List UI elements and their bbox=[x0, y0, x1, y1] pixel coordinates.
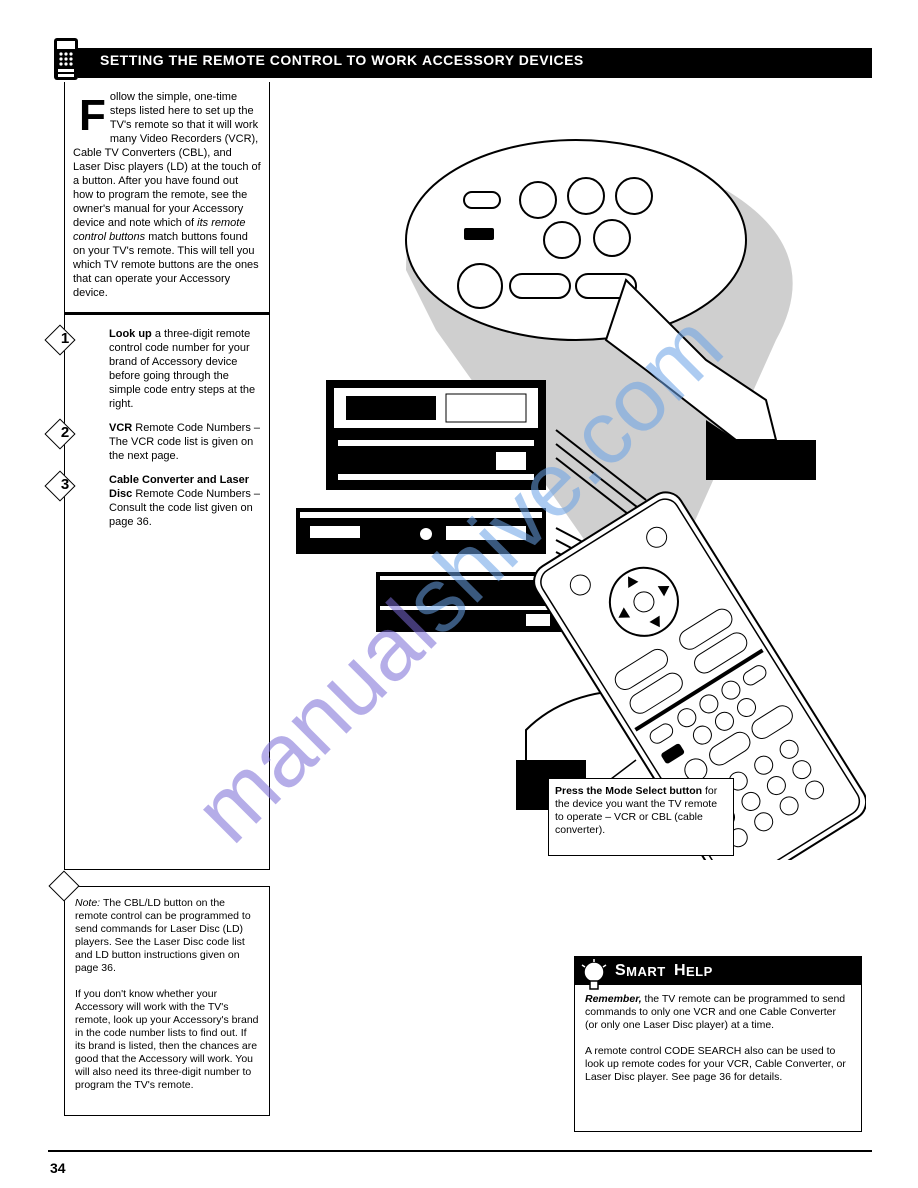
remote-icon bbox=[50, 36, 82, 82]
intro-text: F ollow the simple, one-time steps liste… bbox=[65, 82, 269, 304]
smart-help-body: Remember, the TV remote can be programme… bbox=[575, 985, 861, 1092]
separator bbox=[65, 312, 269, 315]
note-box: Note: The CBL/LD button on the remote co… bbox=[64, 886, 270, 1116]
smart-help-header: SMART HELP bbox=[575, 957, 861, 985]
callout-label: Press the Mode Select button for the dev… bbox=[548, 778, 734, 856]
step-3: 3 Cable Converter and Laser Disc Remote … bbox=[65, 469, 269, 535]
page-title: SETTING THE REMOTE CONTROL TO WORK ACCES… bbox=[100, 52, 584, 68]
step-1: 1 Look up a three-digit remote control c… bbox=[65, 323, 269, 417]
title-text: SETTING THE REMOTE CONTROL TO WORK ACCES… bbox=[100, 52, 584, 68]
smart-help-box: SMART HELP Remember, the TV remote can b… bbox=[574, 956, 862, 1132]
intro-column: F ollow the simple, one-time steps liste… bbox=[64, 82, 270, 870]
illustration bbox=[286, 100, 866, 860]
footer-rule bbox=[48, 1150, 872, 1152]
page-number: 34 bbox=[50, 1160, 66, 1176]
bulb-icon bbox=[579, 959, 609, 993]
dropcap: F bbox=[73, 90, 110, 136]
step-2: 2 VCR Remote Code Numbers – The VCR code… bbox=[65, 417, 269, 469]
